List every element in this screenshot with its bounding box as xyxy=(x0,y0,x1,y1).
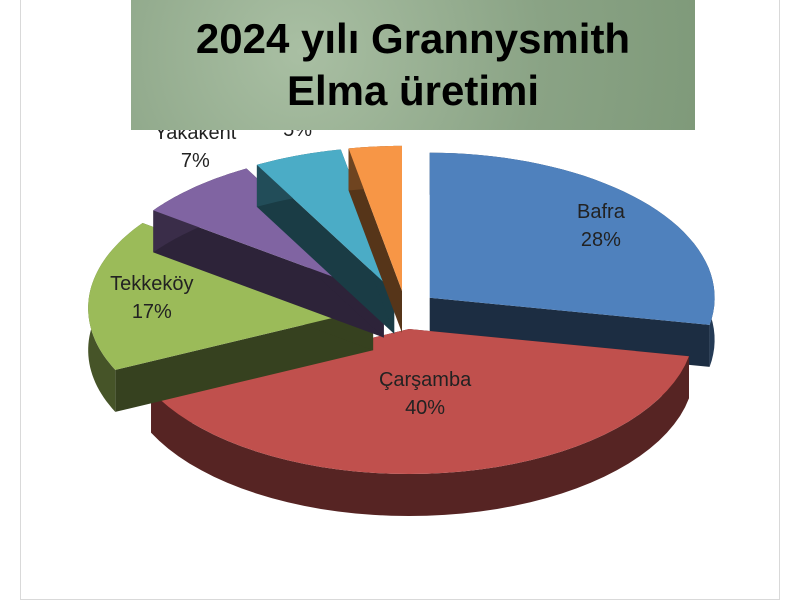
slice-value-label: 28% xyxy=(581,229,621,251)
chart-frame xyxy=(20,0,780,600)
slice-label: Bafra xyxy=(577,201,626,223)
slice-label: Tekkeköy xyxy=(110,273,193,295)
slice-side xyxy=(153,210,384,338)
pie-slice xyxy=(429,152,715,367)
slice-value-label: 17% xyxy=(132,301,172,323)
slice-top xyxy=(348,145,402,291)
slice-side xyxy=(115,308,374,412)
slice-value-label: 40% xyxy=(405,397,445,419)
slice-wall xyxy=(151,356,690,516)
slice-side xyxy=(256,164,395,334)
pie-slice xyxy=(348,145,402,333)
slice-value-label: 7% xyxy=(181,150,210,172)
slice-top xyxy=(256,149,395,292)
slice-side xyxy=(348,148,402,333)
slice-top xyxy=(429,152,715,325)
slice-label: Çarşamba xyxy=(379,369,472,391)
slice-side xyxy=(429,297,710,367)
chart-title: 2024 yılı Grannysmith Elma üretimi xyxy=(131,0,695,130)
slice-top xyxy=(88,223,374,370)
